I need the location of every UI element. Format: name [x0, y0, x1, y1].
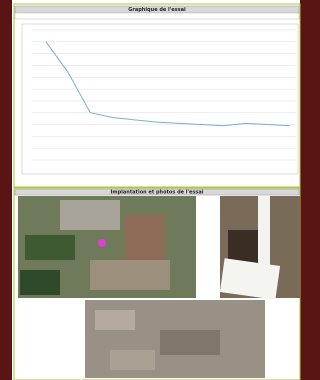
row	[15, 13, 299, 19]
photos-title: Implantation et photos de l'essai	[111, 190, 204, 196]
document: Graphique de l'essai Implantation et pho…	[0, 0, 305, 380]
ground-photo	[85, 300, 265, 378]
chart-title: Graphique de l'essai	[128, 7, 186, 13]
stake-photo	[220, 196, 300, 300]
aerial-photo	[18, 196, 196, 298]
page: Graphique de l'essai Implantation et pho…	[0, 0, 305, 380]
plot-box	[22, 24, 298, 174]
